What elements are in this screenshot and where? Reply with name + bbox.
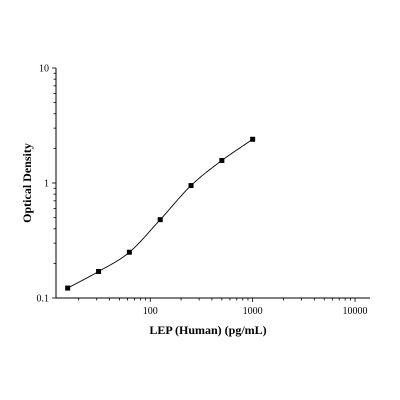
y-axis-title: Optical Density	[20, 143, 34, 223]
x-tick-label: 10000	[343, 306, 368, 317]
y-tick-label: 10	[39, 64, 49, 75]
data-point	[126, 249, 132, 255]
axis-ticks: 100 1000 10000 0.1 1 10	[37, 64, 368, 318]
data-point	[250, 136, 256, 142]
y-tick-label: 0.1	[37, 294, 50, 305]
data-points-layer	[65, 136, 256, 291]
axes-frame	[55, 68, 370, 299]
data-point	[219, 157, 225, 163]
data-point	[65, 285, 71, 291]
x-tick-label: 1000	[243, 306, 263, 317]
y-tick-label: 1	[44, 179, 49, 190]
data-point	[96, 268, 102, 274]
data-point	[157, 217, 163, 223]
x-tick-label: 100	[143, 306, 158, 317]
fit-curve	[67, 138, 253, 289]
data-point	[188, 183, 194, 189]
fit-curve-layer	[67, 138, 253, 289]
x-axis-title: LEP (Human) (pg/mL)	[149, 323, 266, 337]
